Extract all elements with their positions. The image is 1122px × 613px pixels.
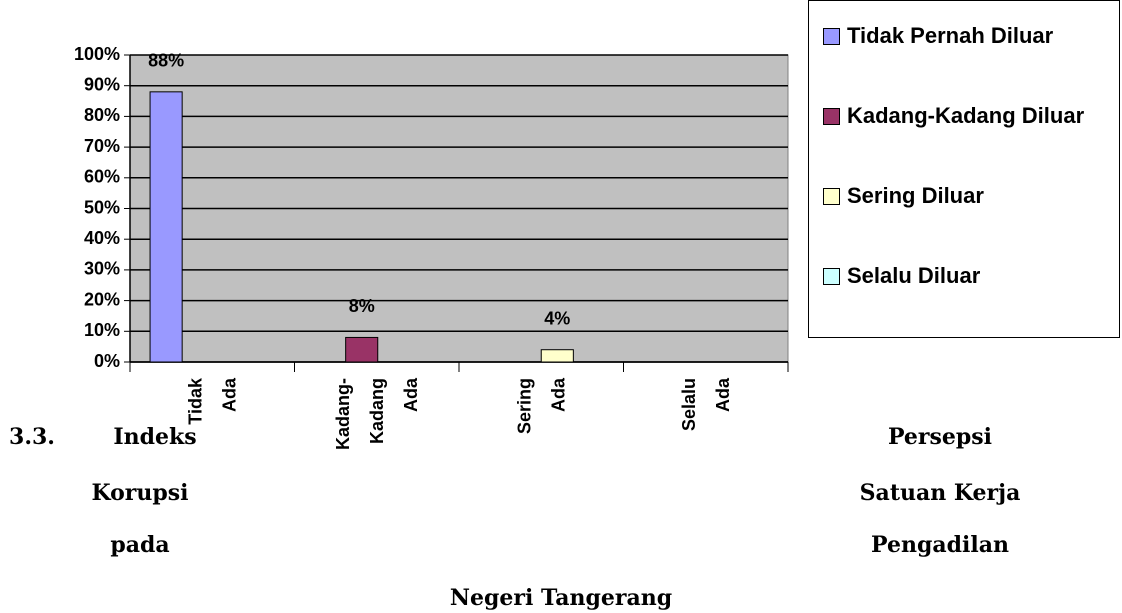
bar <box>540 349 574 363</box>
bar <box>149 91 183 363</box>
y-tick-label: 60% <box>84 167 120 187</box>
y-tick-label: 20% <box>84 289 120 309</box>
legend-label: Kadang-Kadang Diluar <box>847 103 1085 128</box>
legend: Tidak Pernah Diluar Kadang-Kadang Diluar S… <box>808 0 1120 338</box>
y-tick-label: 50% <box>84 197 120 217</box>
heading-text: Indeks <box>113 424 197 450</box>
heading-text: pada <box>110 532 170 558</box>
y-tick-label: 100% <box>74 44 120 64</box>
bar <box>345 336 379 363</box>
heading-text: Satuan Kerja <box>859 480 1021 506</box>
legend-swatch <box>823 28 840 45</box>
legend-swatch <box>823 188 840 205</box>
y-tick-label: 80% <box>84 105 120 125</box>
y-tick-label: 10% <box>84 320 120 340</box>
legend-label: Sering Diluar <box>847 183 984 208</box>
data-label: 8% <box>349 296 375 316</box>
legend-swatch <box>823 268 840 285</box>
x-tick-label: Sering Ada <box>514 378 569 435</box>
y-tick-label: 0% <box>94 351 120 371</box>
x-tick-label: Kadang-Kadang Ada <box>332 378 421 450</box>
x-tick-label: Selalu Ada <box>678 378 733 432</box>
legend-label: Selalu Diluar <box>847 263 981 288</box>
data-label: 88% <box>148 51 184 71</box>
data-label: 4% <box>544 308 570 328</box>
y-tick-label: 90% <box>84 74 120 94</box>
heading-text: Korupsi <box>91 480 189 506</box>
heading-text: Persepsi <box>887 424 993 450</box>
heading-text: 3.3. <box>9 424 55 450</box>
heading-text: Pengadilan <box>871 532 1009 558</box>
y-tick-label: 30% <box>84 259 120 279</box>
legend-label: Tidak Pernah Diluar <box>847 23 1054 48</box>
y-tick-label: 40% <box>84 228 120 248</box>
legend-swatch <box>823 108 840 125</box>
heading-text: Negeri Tangerang <box>449 585 673 611</box>
y-tick-label: 70% <box>84 136 120 156</box>
